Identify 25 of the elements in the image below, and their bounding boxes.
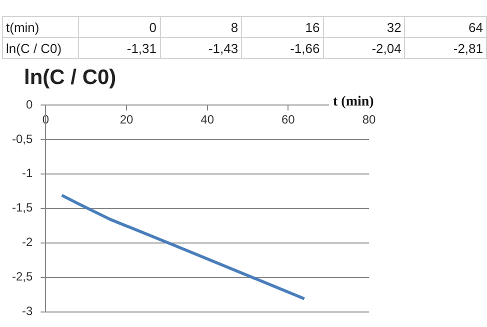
x-tick-label: 80 <box>362 112 376 127</box>
y-tick-label: -0,5 <box>12 132 33 146</box>
x-tick-label: 60 <box>281 112 296 127</box>
text: -1,66 <box>242 38 324 58</box>
text: -2,04 <box>323 38 405 58</box>
text: 64 <box>404 16 486 38</box>
y-tick-label: -1 <box>22 166 33 180</box>
text: 0 <box>78 16 160 38</box>
text: 32 <box>323 16 405 38</box>
x-axis-title: t (min) <box>333 94 374 110</box>
y-tick-label: -2 <box>22 235 33 250</box>
y-tick-label: -3 <box>22 304 33 318</box>
text: -2,81 <box>404 38 486 58</box>
text: t(min) <box>2 16 78 38</box>
text: 16 <box>242 16 324 38</box>
y-tick-label: 0 <box>26 97 33 112</box>
chart-title: ln(C / C0) <box>24 66 116 90</box>
y-tick-label: -2,5 <box>12 270 33 284</box>
y-tick-label: -1,5 <box>12 200 33 215</box>
text: -1,43 <box>160 38 242 58</box>
x-tick-label: 40 <box>200 112 214 127</box>
text: 8 <box>160 16 242 38</box>
x-tick-label: 20 <box>120 112 134 127</box>
text: -1,31 <box>78 38 160 58</box>
text: ln(C / C0) <box>2 38 78 58</box>
